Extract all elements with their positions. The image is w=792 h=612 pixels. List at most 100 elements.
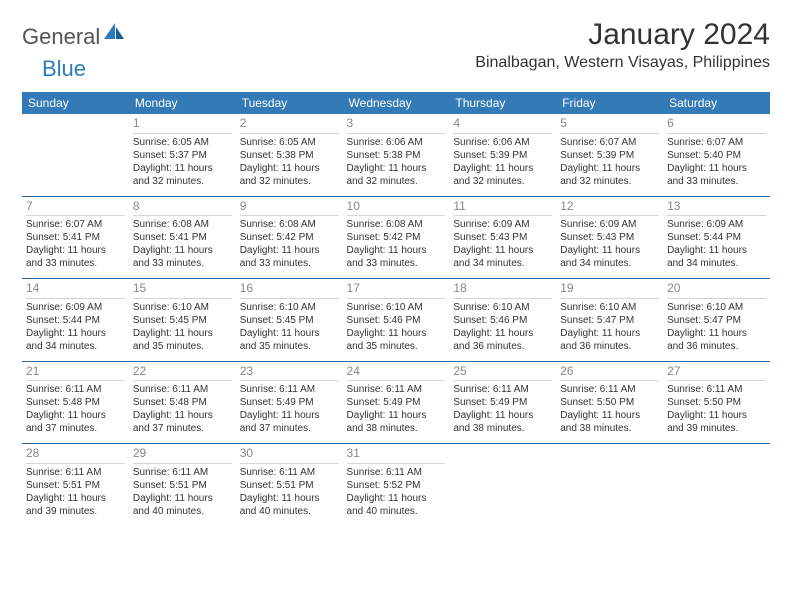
day-number: 16 [240, 281, 339, 299]
daylight-text-1: Daylight: 11 hours [26, 244, 125, 257]
calendar-day-cell: 12Sunrise: 6:09 AMSunset: 5:43 PMDayligh… [556, 196, 663, 279]
calendar-day-cell: 30Sunrise: 6:11 AMSunset: 5:51 PMDayligh… [236, 444, 343, 526]
calendar-day-cell: 20Sunrise: 6:10 AMSunset: 5:47 PMDayligh… [663, 279, 770, 362]
daylight-text-1: Daylight: 11 hours [453, 409, 552, 422]
daylight-text-2: and 34 minutes. [667, 257, 766, 270]
sunset-text: Sunset: 5:50 PM [667, 396, 766, 409]
day-number: 13 [667, 199, 766, 217]
daylight-text-2: and 33 minutes. [26, 257, 125, 270]
day-number: 4 [453, 116, 552, 134]
sunset-text: Sunset: 5:44 PM [667, 231, 766, 244]
daylight-text-1: Daylight: 11 hours [667, 409, 766, 422]
sunset-text: Sunset: 5:37 PM [133, 149, 232, 162]
sunset-text: Sunset: 5:44 PM [26, 314, 125, 327]
sunrise-text: Sunrise: 6:10 AM [240, 301, 339, 314]
calendar-day-cell: 3Sunrise: 6:06 AMSunset: 5:38 PMDaylight… [343, 114, 450, 196]
daylight-text-2: and 36 minutes. [667, 340, 766, 353]
sunrise-text: Sunrise: 6:10 AM [667, 301, 766, 314]
day-number: 6 [667, 116, 766, 134]
daylight-text-2: and 36 minutes. [560, 340, 659, 353]
day-number: 17 [347, 281, 446, 299]
day-header: Wednesday [343, 92, 450, 114]
sunset-text: Sunset: 5:42 PM [240, 231, 339, 244]
daylight-text-1: Daylight: 11 hours [240, 409, 339, 422]
brand-logo: General [22, 24, 128, 50]
day-number: 27 [667, 364, 766, 382]
calendar-day-cell: 19Sunrise: 6:10 AMSunset: 5:47 PMDayligh… [556, 279, 663, 362]
sunrise-text: Sunrise: 6:06 AM [347, 136, 446, 149]
day-number: 3 [347, 116, 446, 134]
daylight-text-2: and 33 minutes. [667, 175, 766, 188]
sunrise-text: Sunrise: 6:08 AM [133, 218, 232, 231]
calendar-day-cell: 26Sunrise: 6:11 AMSunset: 5:50 PMDayligh… [556, 361, 663, 444]
day-number: 25 [453, 364, 552, 382]
daylight-text-1: Daylight: 11 hours [240, 327, 339, 340]
sunset-text: Sunset: 5:48 PM [26, 396, 125, 409]
daylight-text-2: and 34 minutes. [560, 257, 659, 270]
calendar-day-cell [22, 114, 129, 196]
daylight-text-2: and 38 minutes. [560, 422, 659, 435]
day-number: 29 [133, 446, 232, 464]
daylight-text-2: and 35 minutes. [240, 340, 339, 353]
daylight-text-2: and 34 minutes. [26, 340, 125, 353]
daylight-text-1: Daylight: 11 hours [453, 327, 552, 340]
daylight-text-1: Daylight: 11 hours [560, 244, 659, 257]
calendar-day-cell: 11Sunrise: 6:09 AMSunset: 5:43 PMDayligh… [449, 196, 556, 279]
daylight-text-2: and 37 minutes. [26, 422, 125, 435]
daylight-text-2: and 37 minutes. [240, 422, 339, 435]
calendar-day-cell: 1Sunrise: 6:05 AMSunset: 5:37 PMDaylight… [129, 114, 236, 196]
daylight-text-2: and 37 minutes. [133, 422, 232, 435]
sunset-text: Sunset: 5:49 PM [453, 396, 552, 409]
day-header: Thursday [449, 92, 556, 114]
day-number: 11 [453, 199, 552, 217]
daylight-text-2: and 38 minutes. [347, 422, 446, 435]
day-number: 14 [26, 281, 125, 299]
sunrise-text: Sunrise: 6:11 AM [667, 383, 766, 396]
sunrise-text: Sunrise: 6:11 AM [347, 383, 446, 396]
sunrise-text: Sunrise: 6:07 AM [667, 136, 766, 149]
day-number: 20 [667, 281, 766, 299]
daylight-text-1: Daylight: 11 hours [347, 327, 446, 340]
daylight-text-1: Daylight: 11 hours [453, 244, 552, 257]
day-number: 10 [347, 199, 446, 217]
daylight-text-2: and 33 minutes. [133, 257, 232, 270]
calendar-week-row: 21Sunrise: 6:11 AMSunset: 5:48 PMDayligh… [22, 361, 770, 444]
daylight-text-2: and 32 minutes. [240, 175, 339, 188]
sunrise-text: Sunrise: 6:09 AM [560, 218, 659, 231]
calendar-day-cell: 15Sunrise: 6:10 AMSunset: 5:45 PMDayligh… [129, 279, 236, 362]
daylight-text-1: Daylight: 11 hours [560, 327, 659, 340]
daylight-text-2: and 33 minutes. [240, 257, 339, 270]
daylight-text-2: and 39 minutes. [667, 422, 766, 435]
calendar-week-row: 7Sunrise: 6:07 AMSunset: 5:41 PMDaylight… [22, 196, 770, 279]
calendar-table: SundayMondayTuesdayWednesdayThursdayFrid… [22, 92, 770, 526]
daylight-text-2: and 40 minutes. [347, 505, 446, 518]
sunset-text: Sunset: 5:38 PM [347, 149, 446, 162]
sunrise-text: Sunrise: 6:09 AM [26, 301, 125, 314]
sunrise-text: Sunrise: 6:09 AM [667, 218, 766, 231]
day-number: 2 [240, 116, 339, 134]
day-number: 28 [26, 446, 125, 464]
sunset-text: Sunset: 5:46 PM [347, 314, 446, 327]
calendar-day-cell: 9Sunrise: 6:08 AMSunset: 5:42 PMDaylight… [236, 196, 343, 279]
daylight-text-1: Daylight: 11 hours [347, 409, 446, 422]
calendar-day-cell: 13Sunrise: 6:09 AMSunset: 5:44 PMDayligh… [663, 196, 770, 279]
calendar-day-cell: 27Sunrise: 6:11 AMSunset: 5:50 PMDayligh… [663, 361, 770, 444]
sunset-text: Sunset: 5:51 PM [240, 479, 339, 492]
daylight-text-2: and 40 minutes. [240, 505, 339, 518]
sunset-text: Sunset: 5:46 PM [453, 314, 552, 327]
sunset-text: Sunset: 5:39 PM [453, 149, 552, 162]
sunset-text: Sunset: 5:49 PM [240, 396, 339, 409]
sunrise-text: Sunrise: 6:11 AM [240, 383, 339, 396]
calendar-day-cell [556, 444, 663, 526]
calendar-day-cell: 4Sunrise: 6:06 AMSunset: 5:39 PMDaylight… [449, 114, 556, 196]
sunset-text: Sunset: 5:49 PM [347, 396, 446, 409]
sunset-text: Sunset: 5:51 PM [26, 479, 125, 492]
day-number: 23 [240, 364, 339, 382]
day-header: Sunday [22, 92, 129, 114]
day-header: Monday [129, 92, 236, 114]
sunrise-text: Sunrise: 6:06 AM [453, 136, 552, 149]
sunset-text: Sunset: 5:52 PM [347, 479, 446, 492]
calendar-day-cell: 29Sunrise: 6:11 AMSunset: 5:51 PMDayligh… [129, 444, 236, 526]
sunset-text: Sunset: 5:47 PM [667, 314, 766, 327]
sunrise-text: Sunrise: 6:10 AM [133, 301, 232, 314]
